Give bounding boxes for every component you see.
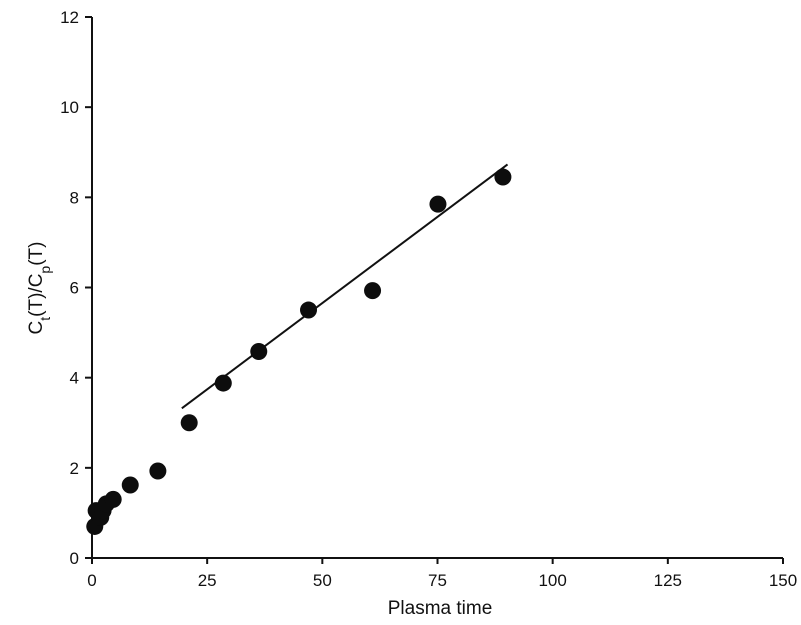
data-points-layer [86,168,512,535]
data-point [250,343,268,361]
y-axis-ticks: 0 2 4 6 8 10 12 [60,8,92,568]
fit-line-layer [181,163,509,410]
x-tick-label: 75 [428,571,447,590]
y-tick-label: 12 [60,8,79,27]
y-axis-title-sub1: t [37,317,53,321]
y-axis-title: Ct(T)/Cp(T) [26,242,53,335]
data-point [300,301,318,319]
fit-line [181,163,509,410]
data-point [104,490,122,508]
data-point [180,414,198,432]
y-tick-label: 6 [70,279,79,298]
y-axis-title-sub2: p [37,266,53,274]
x-tick-label: 150 [769,571,797,590]
y-tick-label: 10 [60,98,79,117]
data-point [149,462,167,480]
y-axis-title-end: (T) [26,242,47,266]
y-axis-title-base: C [26,321,47,335]
y-tick-label: 2 [70,459,79,478]
data-point [121,476,139,494]
data-point [364,282,382,300]
data-point [494,168,512,186]
x-tick-label: 50 [313,571,332,590]
x-tick-label: 25 [198,571,217,590]
data-point [214,374,232,392]
x-tick-label: 0 [87,571,96,590]
plot-frame [91,17,783,559]
x-axis-title: Plasma time [388,598,493,619]
x-axis-ticks: 0 25 50 75 100 125 150 [87,558,797,590]
y-tick-label: 8 [70,188,79,207]
data-point [429,195,447,213]
y-tick-label: 4 [70,369,79,388]
x-tick-label: 125 [654,571,682,590]
y-tick-label: 0 [70,549,79,568]
y-axis-title-mid: (T)/C [26,274,47,317]
x-tick-label: 100 [538,571,566,590]
